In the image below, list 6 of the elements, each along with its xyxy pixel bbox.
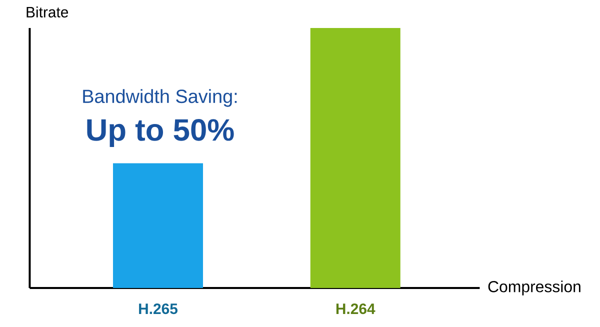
x-axis-title: Compression (488, 280, 580, 296)
annotation: Bandwidth Saving: (83, 89, 237, 107)
annotation: Up to 50% (87, 119, 234, 147)
x-tick-label: H.265 (139, 304, 178, 314)
x-tick-label: H.264 (336, 304, 376, 314)
y-axis-title: Bitrate (26, 6, 68, 18)
